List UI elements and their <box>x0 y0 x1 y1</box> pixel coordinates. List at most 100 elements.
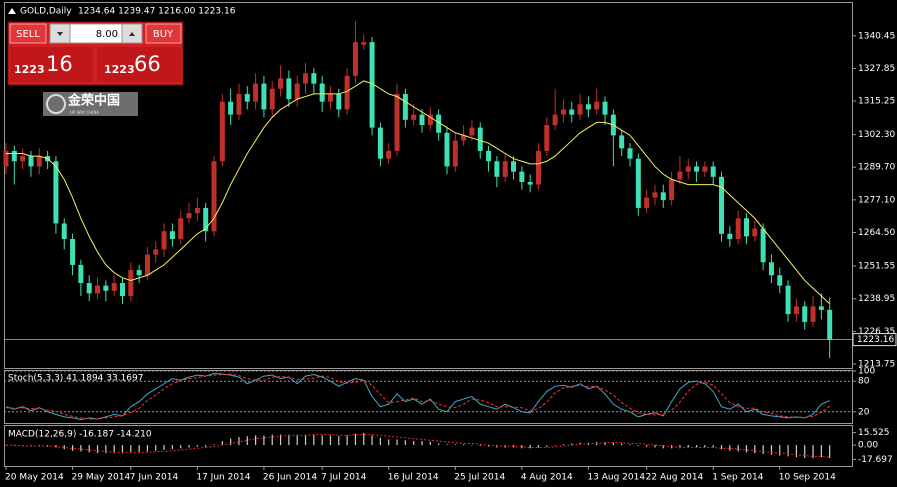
current-price-label: 1223.16 <box>857 335 894 345</box>
candle-body <box>477 127 483 151</box>
candle-body <box>660 192 666 201</box>
ask-main: 1223 <box>104 63 135 76</box>
candle-body <box>768 262 774 276</box>
candle-body <box>286 78 292 100</box>
candle-body <box>203 207 209 232</box>
macd-label: MACD(12,26,9) -16.187 -14.210 <box>8 430 152 440</box>
ask-box[interactable] <box>97 47 181 82</box>
candle-body <box>552 114 558 126</box>
candle-body <box>685 166 691 172</box>
x-tick-label: 4 Aug 2014 <box>521 473 573 483</box>
candle-body <box>186 213 192 219</box>
y-tick-label: 1264.50 <box>858 228 895 238</box>
x-tick-label: 7 Jul 2014 <box>321 473 366 483</box>
y-tick-label: 20 <box>858 407 870 417</box>
ask-pips: 66 <box>134 52 161 76</box>
candle-body <box>253 83 259 102</box>
logo-text: 金荣中国 <box>67 93 120 109</box>
candle-body <box>419 114 425 126</box>
candle-body <box>544 125 550 151</box>
bid-pips: 16 <box>46 52 73 76</box>
candle-body <box>402 93 408 120</box>
x-tick-label: 20 May 2014 <box>5 473 64 483</box>
candle-body <box>336 93 342 110</box>
candle-body <box>194 207 200 214</box>
y-tick-label: 1289.70 <box>858 163 895 173</box>
candle-body <box>103 285 109 291</box>
candle-body <box>461 135 467 141</box>
candle-body <box>694 166 700 172</box>
candle-body <box>710 166 716 177</box>
bid-box[interactable] <box>10 47 93 82</box>
candle-body <box>20 156 26 162</box>
candle-body <box>78 264 84 284</box>
candle-body <box>760 228 766 263</box>
collapse-icon[interactable] <box>8 8 16 14</box>
one-click-trading: SELL 8.00 BUY 1223 16 1223 66 <box>7 21 184 86</box>
candle-body <box>735 218 741 239</box>
candle-body <box>3 150 9 167</box>
y-tick-label: 100 <box>858 367 875 377</box>
candle-body <box>95 285 101 294</box>
x-tick-label: 17 Jun 2014 <box>196 473 250 483</box>
y-tick-label: 1327.85 <box>858 64 895 74</box>
candle-body <box>311 73 317 84</box>
buy-button[interactable] <box>145 23 182 44</box>
plot: 1340.45 1327.85 1315.25 1302.30 1289.70 1277.… <box>3 21 897 483</box>
candle-body <box>411 114 417 120</box>
candle-body <box>444 132 450 167</box>
candle-body <box>752 228 758 237</box>
candle-body <box>677 171 683 180</box>
candle-body <box>511 161 517 172</box>
candle-body <box>818 306 824 310</box>
current-price-box <box>852 333 897 347</box>
candle-body <box>319 83 325 102</box>
candle-body <box>211 161 217 232</box>
candle-body <box>452 140 458 167</box>
candle-body <box>585 104 591 110</box>
x-tick-label: 25 Jul 2014 <box>454 473 505 483</box>
candle-body <box>436 114 442 133</box>
moving-average <box>6 80 831 305</box>
y-tick-label: 1238.95 <box>858 294 895 304</box>
candle-body <box>527 182 533 185</box>
candle-body <box>61 223 67 239</box>
candle-body <box>427 114 433 126</box>
candle-body <box>228 101 234 115</box>
candle-body <box>494 161 500 177</box>
candle-body <box>128 270 134 296</box>
candle-body <box>577 104 583 115</box>
y-tick-label: 1251.55 <box>858 262 895 272</box>
y-tick-label: 0.00 <box>858 441 878 451</box>
candle-body <box>144 254 150 276</box>
candle-body <box>11 150 17 162</box>
x-tick-label: 29 May 2014 <box>72 473 131 483</box>
candle-body <box>327 93 333 102</box>
candle-body <box>777 275 783 286</box>
candle-body <box>793 306 799 315</box>
x-tick-label: 22 Aug 2014 <box>646 473 704 483</box>
macd-signal <box>6 434 830 458</box>
candle-body <box>36 156 42 167</box>
candle-body <box>303 73 309 84</box>
candle-body <box>70 238 76 265</box>
symbol: GOLD,Daily <box>20 7 72 17</box>
candle-body <box>361 42 367 45</box>
candle-body <box>502 161 508 177</box>
candle-body <box>219 101 225 162</box>
candle-body <box>560 109 566 115</box>
x-tick-label: 13 Aug 2014 <box>587 473 645 483</box>
candle-body <box>394 93 400 151</box>
y-tick-label: 1226.35 <box>858 327 895 337</box>
candle-body <box>486 150 492 162</box>
x-tick-label: 10 Sep 2014 <box>779 473 836 483</box>
logo-mark <box>46 94 66 114</box>
y-tick-label: 15.525 <box>858 428 890 438</box>
x-tick-label: 7 Jun 2014 <box>130 473 179 483</box>
candle-body <box>702 166 708 172</box>
candle-body <box>743 218 749 237</box>
candle-body <box>627 148 633 159</box>
sell-label: SELL <box>16 29 40 40</box>
candle-body <box>619 135 625 149</box>
sell-button[interactable] <box>9 23 47 44</box>
